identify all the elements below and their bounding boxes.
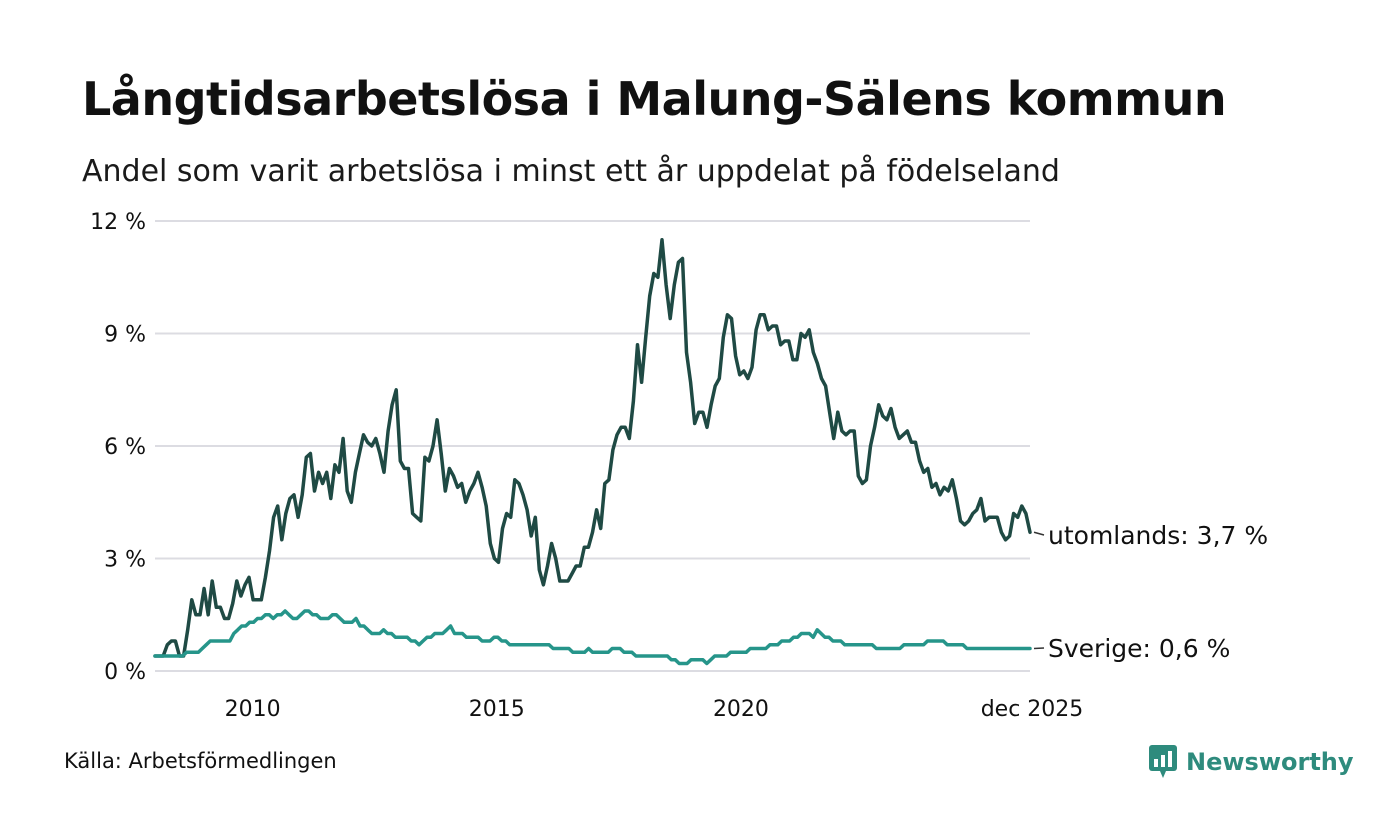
series-end-labels: utomlands: 3,7 % Sverige: 0,6 %	[1033, 521, 1268, 663]
series-lines	[153, 238, 1032, 666]
chart-title: Långtidsarbetslösa i Malung-Sälens kommu…	[82, 72, 1227, 126]
series-line-sverige	[153, 609, 1032, 666]
y-tick-label: 12 %	[90, 210, 146, 235]
brand-logo[interactable]: Newsworthy	[1148, 744, 1354, 780]
end-label-leader-utomlands	[1033, 531, 1045, 536]
end-label-utomlands: utomlands: 3,7 %	[1048, 521, 1268, 550]
brand-name: Newsworthy	[1186, 748, 1354, 776]
x-tick-label: 2020	[713, 697, 769, 722]
y-tick-label: 6 %	[104, 435, 146, 460]
end-label-sverige: Sverige: 0,6 %	[1048, 634, 1230, 663]
chart-subtitle: Andel som varit arbetslösa i minst ett å…	[82, 154, 1060, 189]
source-note: Källa: Arbetsförmedlingen	[64, 749, 337, 773]
series-line-utomlands	[153, 238, 1032, 658]
y-tick-label: 0 %	[104, 660, 146, 685]
y-axis-ticks: 0 % 3 % 6 % 9 % 12 %	[90, 210, 146, 685]
x-tick-label: dec 2025	[981, 697, 1084, 722]
y-tick-label: 3 %	[104, 548, 146, 573]
end-label-leader-sverige	[1033, 647, 1045, 650]
x-tick-label: 2015	[469, 697, 525, 722]
x-axis-ticks: 2010 2015 2020 dec 2025	[225, 697, 1084, 722]
grid-lines	[155, 220, 1030, 672]
y-tick-label: 9 %	[104, 323, 146, 348]
x-tick-label: 2010	[225, 697, 281, 722]
newsworthy-logo-icon	[1149, 745, 1177, 778]
